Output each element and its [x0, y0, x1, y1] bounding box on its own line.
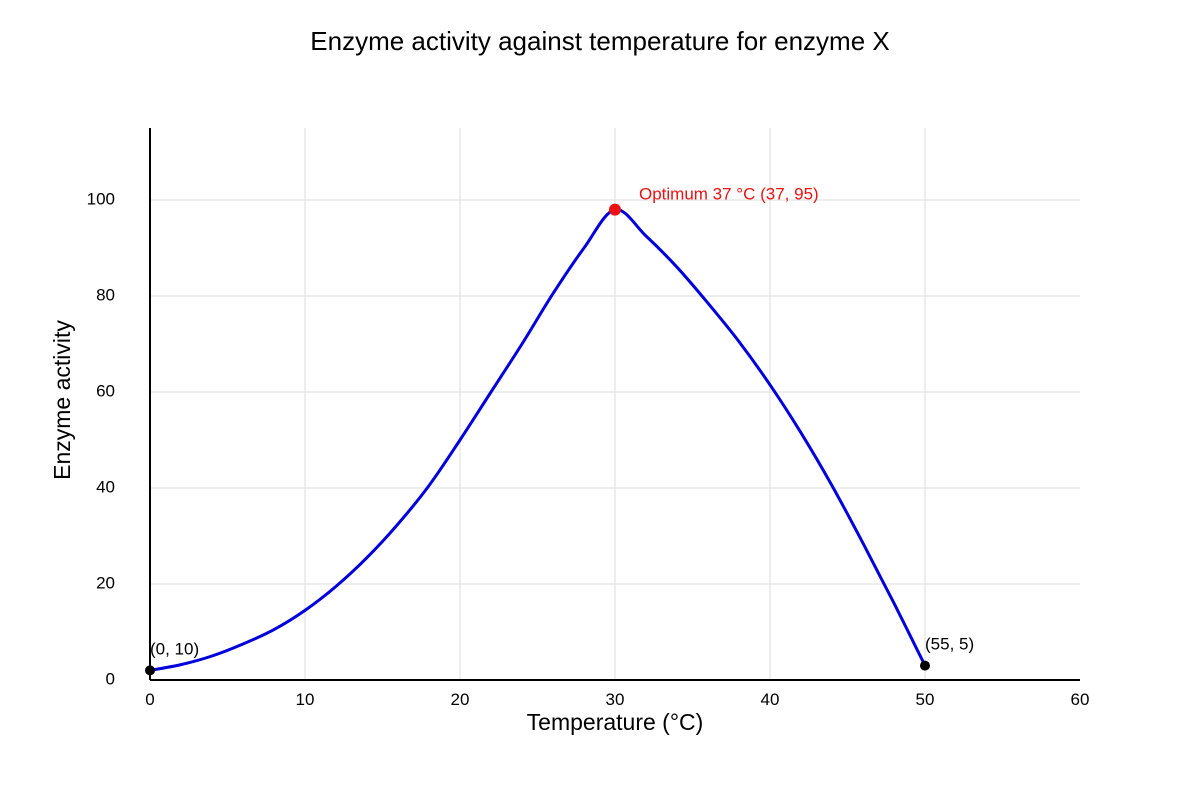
x-tick-label: 30 — [606, 690, 625, 709]
x-tick-label: 0 — [145, 690, 154, 709]
annotation-marker — [145, 665, 155, 676]
x-tick-label: 10 — [296, 690, 315, 709]
x-axis-title: Temperature (°C) — [527, 709, 704, 735]
y-tick-label: 0 — [106, 669, 115, 688]
annotation-marker — [920, 660, 930, 671]
x-tick-label: 60 — [1071, 690, 1090, 709]
annotation-label: Optimum 37 °C (37, 95) — [639, 185, 819, 204]
y-axis-title: Enzyme activity — [49, 320, 75, 480]
series-lines — [149, 208, 927, 672]
tick-labels: 0 10 20 30 40 50 60 0 20 40 60 80 100 — [87, 189, 1090, 709]
annotation-label: (0, 10) — [150, 639, 199, 658]
annotation-points: (0, 10) Optimum 37 °C (37, 95) (55, 5) — [145, 185, 974, 676]
y-tick-label: 40 — [96, 477, 115, 496]
y-tick-label: 20 — [96, 573, 115, 592]
x-tick-label: 40 — [761, 690, 780, 709]
series-line-0 — [149, 208, 927, 672]
chart-title: Enzyme activity against temperature for … — [310, 26, 889, 56]
x-tick-label: 50 — [916, 690, 935, 709]
x-tick-label: 20 — [451, 690, 470, 709]
grid-lines — [150, 128, 1080, 680]
annotation-label: (55, 5) — [925, 635, 974, 654]
y-tick-label: 80 — [96, 285, 115, 304]
y-tick-label: 100 — [87, 189, 115, 208]
annotation-marker — [609, 203, 621, 216]
axes — [149, 128, 1080, 681]
y-tick-label: 60 — [96, 381, 115, 400]
